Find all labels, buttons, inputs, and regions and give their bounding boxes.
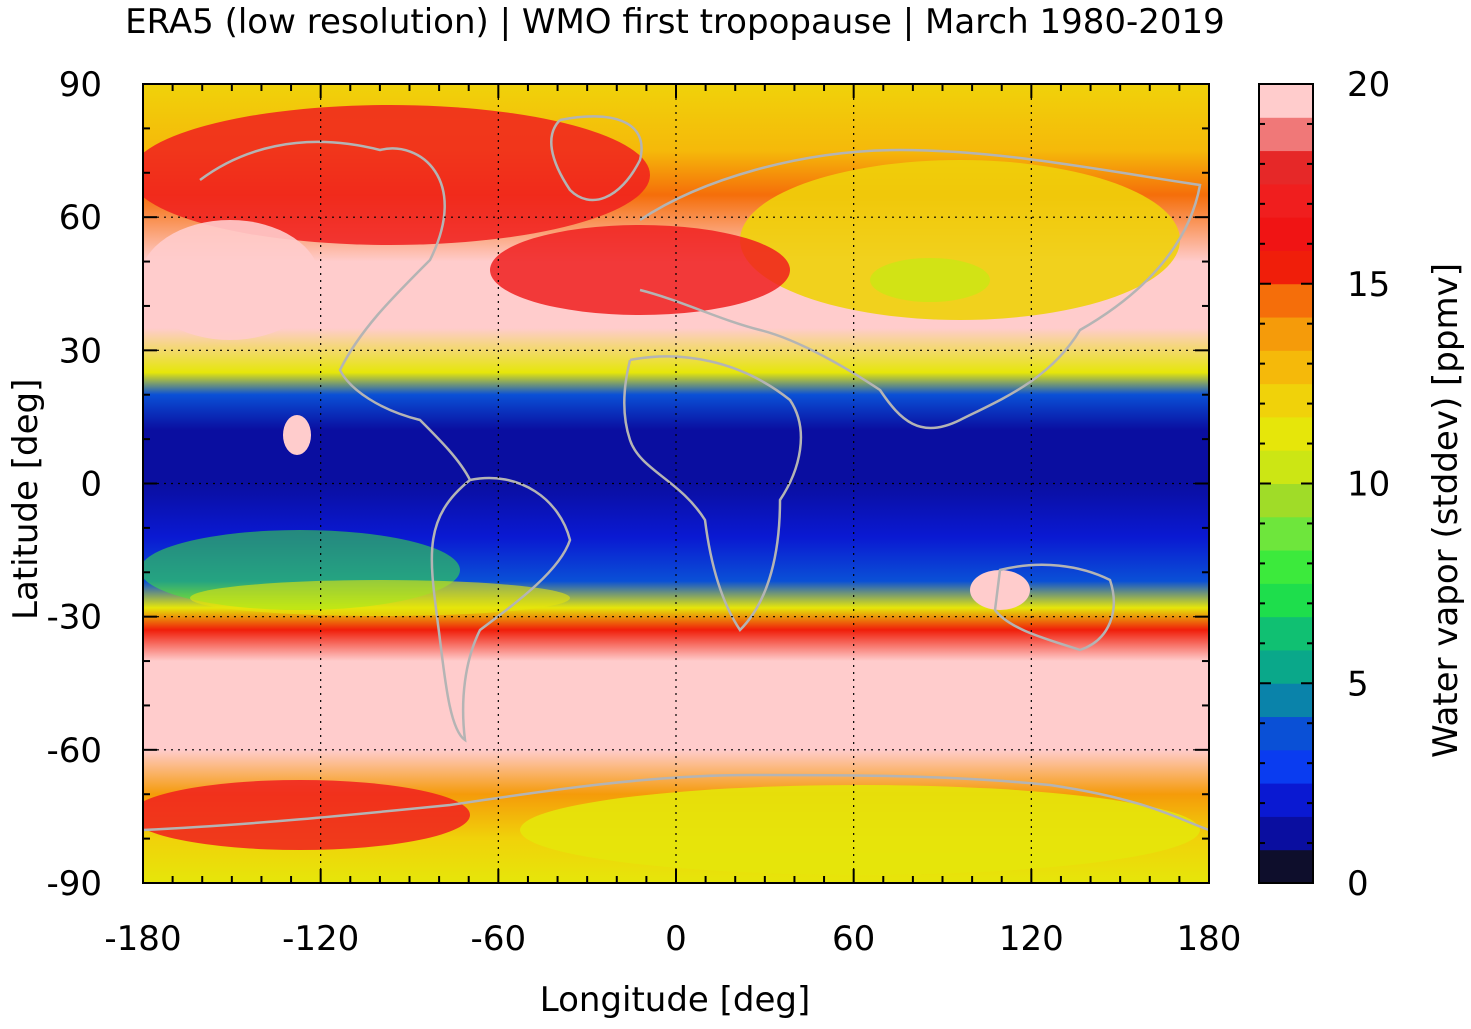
australia-coast [993,563,1115,652]
x-tick-label: 120 [999,919,1064,959]
colorbar-tick-label: 10 [1347,465,1390,505]
siberia-yellow-region [740,160,1180,320]
x-tick-label: 180 [1177,919,1242,959]
colorbar-level [1259,683,1313,718]
colorbar-tick-label: 15 [1347,265,1390,305]
axis-ticks [142,83,1210,884]
colorbar-level [1259,450,1313,484]
colorbar-level [1259,749,1313,784]
antarctic-red-region [143,780,470,850]
colorbar-level [1259,483,1313,518]
atlantic-red-region [490,225,790,315]
y-tick-label: 30 [59,331,102,371]
x-tick-label: 0 [665,919,687,959]
y-tick-label: -90 [46,864,102,904]
colorbar-ticks [1259,83,1313,884]
x-tick-label: 60 [832,919,875,959]
colorbar-level [1259,783,1313,817]
x-axis-label: Longitude [deg] [539,980,811,1020]
chart-title: ERA5 (low resolution) | WMO first tropop… [125,2,1225,42]
colorbar-level [1259,716,1313,751]
sh-subtropic-yellow [190,580,570,616]
colorbar [1259,84,1313,884]
colorbar-level [1259,849,1313,884]
eurasia-coast [639,148,1202,430]
colorbar-level [1259,616,1313,651]
coastlines [143,115,1209,832]
colorbar-level [1259,383,1313,418]
colorbar-level [1259,649,1313,684]
colorbar-level [1259,816,1313,851]
x-tick-label: -180 [104,919,181,959]
north-america-coast [199,140,472,481]
colorbar-level [1259,350,1313,385]
colorbar-level [1259,250,1313,285]
colorbar-level [1259,217,1313,251]
pacific-pink-spot [283,415,311,455]
antarctic-yellow-region [520,785,1200,875]
colorbar-level [1259,283,1313,318]
y-tick-label: 60 [59,198,102,238]
npacific-pink-region [143,220,320,340]
greenland-coast [550,115,643,202]
colorbar-level [1259,183,1313,218]
colorbar-tick-label: 0 [1347,864,1369,904]
colorbar-level [1259,550,1313,584]
colorbar-level [1259,117,1313,152]
asia-green-spot [870,258,990,302]
y-tick-label: -30 [46,598,102,638]
colorbar-level [1259,416,1313,451]
colorbar-tick-label: 20 [1347,65,1390,105]
colorbar-label: Water vapor (stddev) [ppmv] [1426,263,1466,758]
y-tick-label: 90 [59,65,102,105]
colorbar-tick-labels: 0 5 10 15 20 [1347,65,1390,904]
africa-coast [622,355,803,632]
x-tick-label: -60 [471,919,527,959]
colorbar-level [1259,84,1313,118]
y-axis-label: Latitude [deg] [6,378,46,620]
gridlines [143,84,1209,883]
south-america-coast [430,476,572,743]
colorbar-level [1259,516,1313,551]
tick-labels: -180 -120 -60 0 60 120 180 90 60 30 0 -30 -60 -90 [46,65,1241,959]
colorbar-level [1259,583,1313,618]
y-tick-label: -60 [46,731,102,771]
colorbar-level [1259,150,1313,185]
australia-pink-spot [970,570,1030,610]
antarctica-coast [143,773,1209,832]
y-tick-label: 0 [80,465,102,505]
x-tick-label: -120 [282,919,359,959]
colorbar-level [1259,317,1313,351]
colorbar-tick-label: 5 [1347,664,1369,704]
arctic-red-region [143,105,650,245]
